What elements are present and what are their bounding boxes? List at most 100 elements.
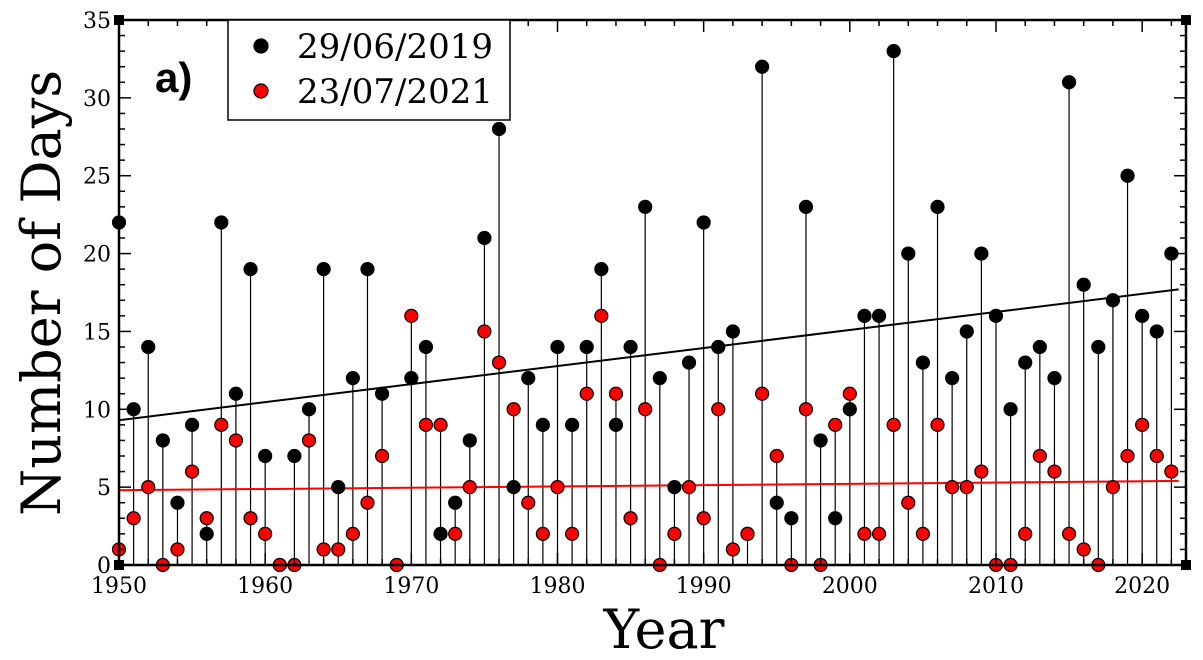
point-red [418,417,434,432]
point-red [608,386,624,401]
point-black [331,480,346,495]
point-red [448,526,463,541]
point-black [798,199,814,214]
point-red [1018,526,1033,541]
x-tick-label: 1980 [529,574,585,599]
point-red [740,526,755,541]
point-red [1061,526,1077,541]
point-black [360,262,375,277]
point-black [871,308,887,323]
point-black [184,417,200,432]
point-black [681,355,697,370]
point-black [1032,339,1047,355]
point-black [959,324,974,339]
point-black [550,339,565,355]
point-red [1149,448,1164,464]
point-black [1091,339,1106,355]
point-red [915,526,931,541]
legend-marker-red [253,83,269,99]
point-red [214,417,229,432]
x-axis-label: Year [603,598,725,655]
point-red [594,308,609,323]
x-tick-label: 2000 [822,574,878,599]
point-black [711,339,726,355]
point-red [170,542,185,557]
point-black [974,246,989,261]
point-black [1018,355,1033,370]
legend-marker-black [253,38,269,54]
trend-line-black [118,288,1179,422]
point-red [667,526,682,541]
point-red [1135,417,1150,432]
point-black [594,262,609,277]
point-black [623,339,638,355]
point-red [959,480,974,495]
point-red [360,495,375,510]
point-black [243,262,258,277]
y-tick-label: 0 [97,554,111,579]
point-black [228,386,244,401]
point-red [638,402,653,417]
point-red [535,526,550,541]
stems-layer [118,51,1172,565]
point-red [886,417,901,432]
point-red [828,417,843,432]
point-red [199,511,214,526]
point-red [1032,448,1047,464]
x-tick-label: 1970 [383,574,439,599]
point-black [170,495,185,510]
point-black [1149,324,1164,339]
trend-lines-layer [118,288,1179,492]
point-black [886,44,901,59]
point-red [842,386,857,401]
y-tick-label: 30 [83,87,111,112]
point-red [433,417,448,432]
point-red [857,526,872,541]
point-black [725,324,740,339]
legend-label-red: 23/07/2021 [297,72,493,112]
point-red [374,448,390,464]
point-black [433,526,448,541]
point-black [491,121,507,137]
point-black [667,480,682,495]
point-black [769,495,784,510]
point-black [638,199,653,214]
x-tick-label: 2020 [1114,574,1170,599]
x-tick-label: 1990 [676,574,732,599]
point-black [579,339,594,355]
y-tick-label: 35 [83,9,111,34]
point-red [769,448,784,464]
point-black [199,526,214,541]
point-black [945,371,960,386]
point-red [1164,464,1179,479]
y-tick-label: 5 [97,476,111,501]
point-red [798,402,814,417]
point-red [141,480,156,495]
point-black [828,511,843,526]
point-red [301,433,317,448]
point-black [842,402,857,417]
point-red [1120,448,1135,464]
x-tick-label: 2010 [968,574,1024,599]
point-black [1047,371,1062,386]
point-black [1120,168,1135,183]
point-black [988,308,1004,323]
point-black [418,339,434,355]
point-red [126,511,141,526]
point-black [155,433,170,448]
point-red [945,480,960,495]
point-red [711,402,726,417]
point-red [974,464,989,479]
point-black [901,246,916,261]
point-black [1076,277,1091,292]
ticks-layer: 1950 1960 1970 1980 1990 2000 2010 2020 0 5 10 15 20… [83,9,1186,599]
point-red [506,402,521,417]
point-black [1105,293,1121,308]
trend-line-red [118,479,1179,492]
point-black [608,417,624,432]
point-red [1105,480,1121,495]
point-red [871,526,887,541]
point-red [901,495,916,510]
